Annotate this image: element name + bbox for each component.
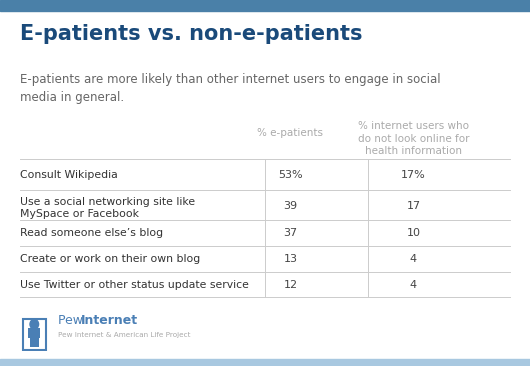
Bar <box>30 338 39 347</box>
Text: Pew: Pew <box>58 314 87 328</box>
Text: Pew Internet & American Life Project: Pew Internet & American Life Project <box>58 332 191 337</box>
Text: Consult Wikipedia: Consult Wikipedia <box>20 171 118 180</box>
Text: Create or work on their own blog: Create or work on their own blog <box>20 254 200 264</box>
Bar <box>28 328 40 338</box>
Bar <box>0 359 530 366</box>
Bar <box>0 0 530 11</box>
Text: 13: 13 <box>284 254 297 264</box>
Bar <box>23 319 46 350</box>
Text: 10: 10 <box>407 228 420 238</box>
Text: Use Twitter or other status update service: Use Twitter or other status update servi… <box>20 280 249 290</box>
Text: % e-patients: % e-patients <box>258 128 323 138</box>
Text: Internet: Internet <box>81 314 138 328</box>
Text: 37: 37 <box>284 228 297 238</box>
Text: % internet users who
do not look online for
health information: % internet users who do not look online … <box>358 121 469 156</box>
Text: 4: 4 <box>410 254 417 264</box>
Text: E-patients are more likely than other internet users to engage in social
media i: E-patients are more likely than other in… <box>20 73 441 104</box>
Text: E-patients vs. non-e-patients: E-patients vs. non-e-patients <box>20 24 363 44</box>
Text: 53%: 53% <box>278 171 303 180</box>
Text: 39: 39 <box>284 201 297 212</box>
Text: 17: 17 <box>407 201 420 212</box>
Text: Read someone else’s blog: Read someone else’s blog <box>20 228 163 238</box>
Text: 4: 4 <box>410 280 417 290</box>
Text: 17%: 17% <box>401 171 426 180</box>
Text: Use a social networking site like
MySpace or Facebook: Use a social networking site like MySpac… <box>20 197 195 219</box>
Circle shape <box>30 320 39 329</box>
Text: 12: 12 <box>284 280 297 290</box>
